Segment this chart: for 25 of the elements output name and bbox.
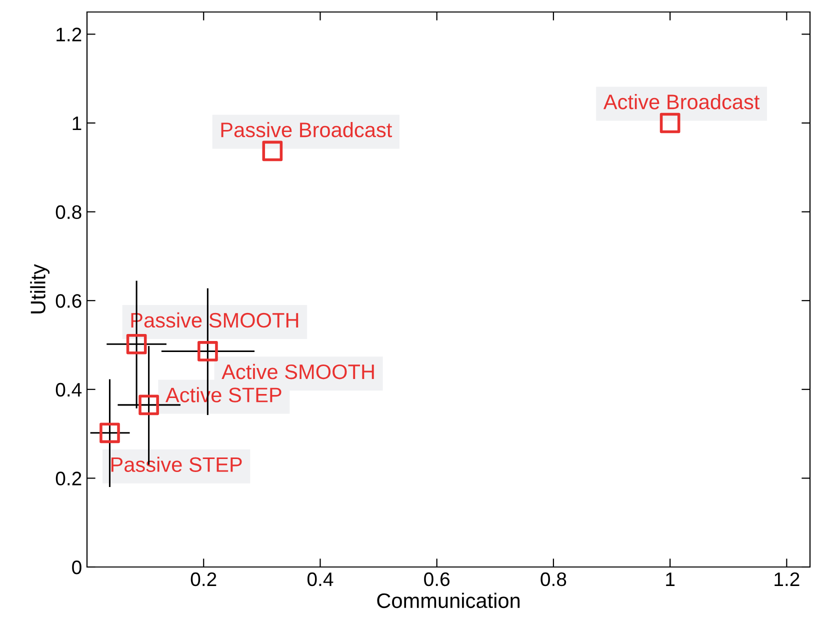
y-tick-label: 0 (72, 560, 82, 574)
x-tick-label: 1.2 (774, 572, 800, 586)
point (126, 334, 147, 354)
point (660, 112, 680, 134)
annotation: Passive STEP (111, 456, 242, 472)
y-tick-label: 0.2 (56, 472, 82, 486)
x-tick-label: 0.8 (540, 572, 566, 586)
y-tick-label: 1 (72, 116, 82, 130)
x-tick-label: 0.4 (307, 572, 334, 586)
annotation: Passive Broadcast (221, 122, 392, 138)
x-axis-title: Communication (377, 592, 520, 608)
x-tick-label: 1 (666, 572, 675, 586)
y-tick-label: 0.4 (56, 382, 82, 397)
y-tick-label: 0.8 (56, 205, 82, 220)
point (262, 140, 283, 162)
y-tick-label: 0.6 (56, 294, 82, 308)
annotation: Active Broadcast (603, 94, 760, 110)
x-tick-label: 0.6 (424, 572, 450, 586)
point (198, 341, 218, 362)
x-tick-label: 0.2 (190, 572, 216, 586)
annotation: Active SMOOTH (222, 364, 374, 380)
point (100, 422, 120, 444)
y-tick-label: 1.2 (56, 28, 82, 42)
y-axis-title: Utility (30, 264, 50, 314)
point (138, 394, 159, 416)
